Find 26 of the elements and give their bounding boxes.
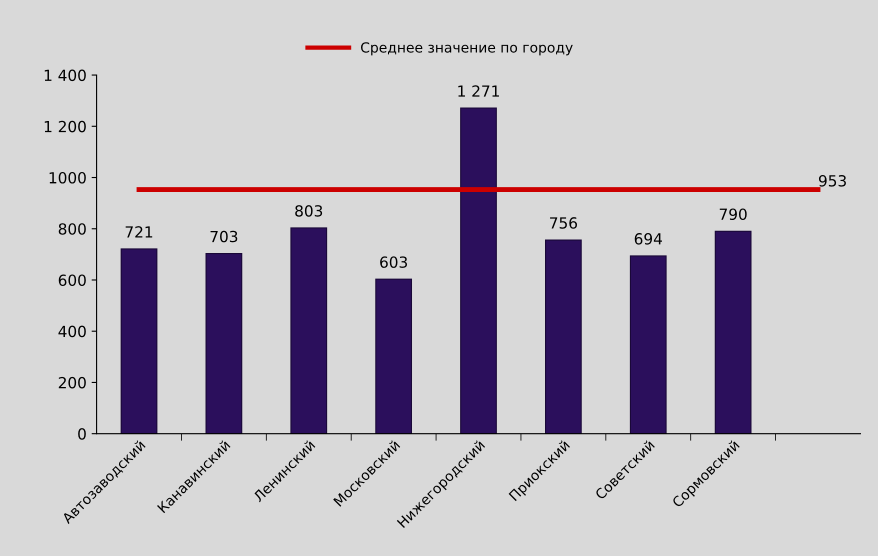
data-label: 721 <box>126 226 152 238</box>
y-tick-label: 1000 <box>50 172 86 184</box>
bar <box>120 248 158 434</box>
y-tick-label: 400 <box>58 326 86 338</box>
y-tick-label: 1 200 <box>44 120 86 132</box>
legend-label: Среднее значение по городу <box>361 42 573 56</box>
y-tick-label: 0 <box>78 428 86 440</box>
data-label: 603 <box>380 256 407 268</box>
y-tick-label: 1 400 <box>44 70 86 82</box>
bar <box>630 255 667 434</box>
bar <box>375 278 412 434</box>
bar <box>460 108 497 434</box>
data-label: 953 <box>818 175 846 187</box>
data-label: 756 <box>550 217 577 229</box>
data-label: 790 <box>720 208 747 220</box>
y-tick-label: 200 <box>58 376 86 388</box>
data-label: 803 <box>295 205 322 217</box>
bar <box>714 230 752 434</box>
data-label: 1 271 <box>458 85 499 97</box>
bar <box>545 239 582 434</box>
bar <box>206 253 242 434</box>
y-tick-label: 800 <box>58 223 86 235</box>
bar <box>290 227 328 434</box>
data-label: 703 <box>210 230 238 242</box>
data-label: 694 <box>634 233 662 245</box>
y-tick-label: 600 <box>58 274 86 286</box>
